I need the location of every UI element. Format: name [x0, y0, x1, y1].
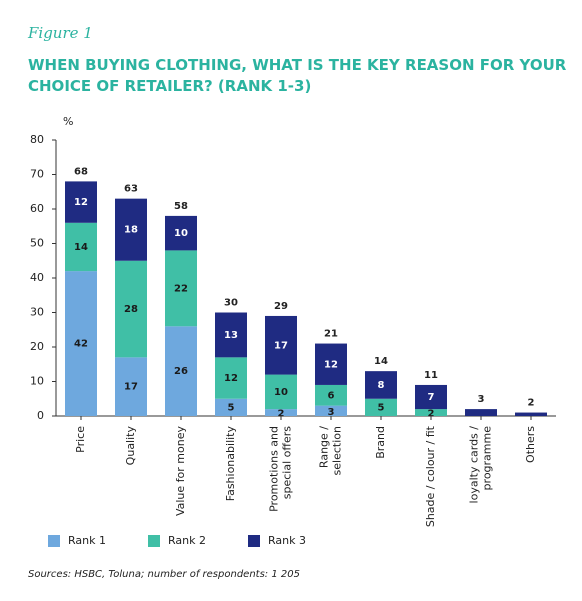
x-tick-label: Range / [318, 426, 331, 468]
value-label: 2 [278, 409, 285, 420]
value-label: 14 [74, 242, 88, 253]
chart-title: CHOICE OF RETAILER? (RANK 1-3) [28, 77, 311, 95]
legend-label: Rank 2 [168, 534, 206, 547]
y-tick-label: 80 [30, 133, 44, 146]
total-label: 3 [478, 394, 485, 405]
value-label: 3 [328, 407, 335, 418]
x-tick-label: Shade / colour / fit [424, 425, 437, 527]
bar-segment [465, 409, 497, 416]
x-tick-label: programme [481, 426, 494, 491]
bar-segment [265, 409, 297, 416]
value-label: 7 [428, 392, 435, 403]
total-label: 68 [74, 166, 88, 177]
y-tick-label: 10 [30, 375, 44, 388]
y-tick-label: 60 [30, 202, 44, 215]
legend-swatch [248, 535, 260, 547]
value-label: 5 [378, 402, 385, 413]
bar-segment [215, 357, 247, 399]
bar-segment [265, 315, 297, 375]
value-label: 26 [174, 366, 188, 377]
x-tick-label: Others [524, 426, 537, 463]
legend-label: Rank 1 [68, 534, 106, 547]
bar-segment [215, 398, 247, 416]
value-label: 42 [74, 339, 88, 350]
x-tick-label: special offers [281, 426, 294, 499]
value-label: 13 [224, 330, 238, 341]
x-tick-label: selection [331, 426, 344, 475]
total-label: 58 [174, 201, 188, 212]
x-tick-label: Value for money [174, 426, 187, 517]
chart-title: WHEN BUYING CLOTHING, WHAT IS THE KEY RE… [28, 56, 567, 74]
total-label: 2 [528, 398, 535, 409]
x-tick-label: Quality [124, 426, 137, 466]
bar-segment [165, 250, 197, 327]
bar-segment [515, 412, 547, 416]
value-label: 22 [174, 283, 188, 294]
x-tick-label: Brand [374, 426, 387, 459]
x-tick-label: Promotions and [268, 426, 281, 512]
y-axis-label: % [63, 115, 73, 128]
total-label: 14 [374, 356, 388, 367]
bar-segment [365, 371, 397, 399]
bar-segment [115, 260, 147, 358]
bar-segment [415, 409, 447, 416]
legend-swatch [148, 535, 160, 547]
total-label: 29 [274, 301, 288, 312]
value-label: 5 [228, 402, 235, 413]
legend-label: Rank 3 [268, 534, 306, 547]
bar-segment [365, 398, 397, 416]
total-label: 63 [124, 184, 138, 195]
bar-segment [115, 198, 147, 261]
y-tick-label: 70 [30, 168, 44, 181]
value-label: 2 [428, 409, 435, 420]
bar-segment [415, 384, 447, 410]
bar-segment [165, 215, 197, 251]
value-label: 12 [324, 359, 338, 370]
bar-segment [315, 405, 347, 416]
bar-segment [65, 181, 97, 223]
value-label: 8 [378, 380, 385, 391]
source: Sources: HSBC, Toluna; number of respond… [28, 569, 300, 580]
x-tick-label: loyalty cards / [468, 426, 481, 504]
bar-segment [265, 374, 297, 410]
value-label: 18 [124, 225, 138, 236]
bar-segment [165, 326, 197, 416]
x-tick-label: Price [74, 426, 87, 453]
total-label: 30 [224, 298, 238, 309]
bar-segment [215, 312, 247, 358]
y-tick-label: 50 [30, 237, 44, 250]
bar-segment [315, 384, 347, 406]
y-tick-label: 40 [30, 271, 44, 284]
figure-label: Figure 1 [27, 24, 93, 42]
bar-segment [65, 271, 97, 416]
value-label: 12 [224, 373, 238, 384]
bar-segment [115, 357, 147, 416]
y-tick-label: 20 [30, 340, 44, 353]
bar-segment [315, 343, 347, 385]
y-tick-label: 0 [37, 409, 44, 422]
value-label: 17 [124, 382, 138, 393]
value-label: 12 [74, 197, 88, 208]
y-tick-label: 30 [30, 306, 44, 319]
legend-swatch [48, 535, 60, 547]
bar-segment [65, 222, 97, 272]
value-label: 10 [274, 387, 288, 398]
value-label: 28 [124, 304, 138, 315]
value-label: 17 [274, 340, 288, 351]
total-label: 21 [324, 329, 338, 340]
x-tick-label: Fashionability [224, 426, 237, 502]
value-label: 10 [174, 228, 188, 239]
total-label: 11 [424, 370, 438, 381]
value-label: 6 [328, 390, 335, 401]
